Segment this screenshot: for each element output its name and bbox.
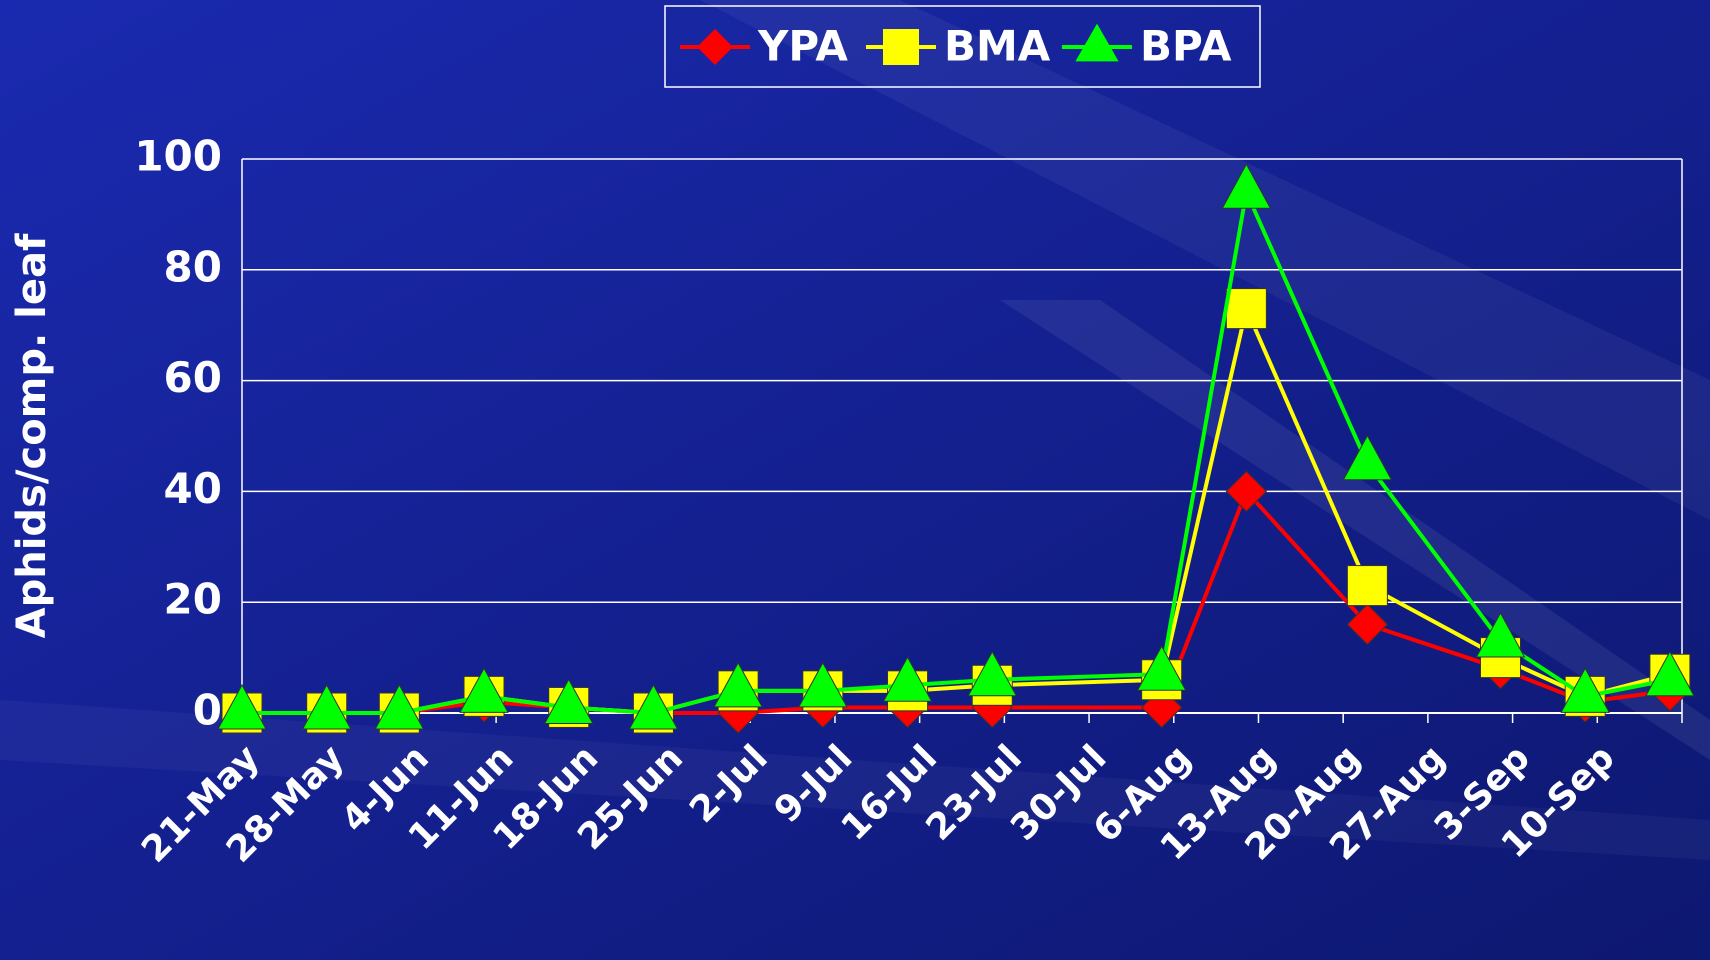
marker: [1560, 667, 1611, 713]
legend-label: BMA: [944, 22, 1051, 71]
series-line: [242, 185, 1671, 716]
y-tick-label: 100: [134, 132, 222, 181]
marker: [217, 683, 267, 730]
marker: [1225, 470, 1268, 513]
marker: [543, 678, 594, 724]
y-tick-label: 80: [164, 242, 222, 291]
marker: [1645, 650, 1695, 697]
marker: [1475, 611, 1526, 658]
background-streak: [700, 0, 1710, 520]
y-tick-label: 40: [164, 464, 222, 513]
background-streak: [0, 700, 1710, 860]
marker: [628, 683, 679, 730]
marker: [797, 661, 848, 708]
y-tick-label: 20: [164, 575, 222, 624]
legend-marker: [697, 29, 733, 65]
y-tick-label: 0: [193, 686, 222, 735]
marker: [1346, 565, 1388, 607]
series-line: [242, 487, 1671, 715]
marker: [1136, 645, 1187, 691]
marker: [713, 661, 763, 708]
legend-marker: [883, 29, 919, 65]
marker: [1346, 603, 1389, 646]
y-tick-label: 60: [164, 353, 222, 402]
legend-marker: [1075, 23, 1119, 62]
y-axis-title: Aphids/comp. leaf: [9, 233, 55, 638]
marker: [967, 650, 1018, 697]
marker: [459, 667, 509, 713]
marker: [882, 656, 933, 702]
marker: [374, 683, 425, 730]
marker: [1221, 163, 1272, 209]
legend-label: BPA: [1140, 22, 1232, 71]
legend-label: YPA: [757, 22, 848, 71]
legend-box: [664, 5, 1261, 88]
marker: [1225, 288, 1267, 330]
background-streak: [1000, 300, 1710, 760]
marker: [1342, 434, 1393, 481]
marker: [301, 683, 352, 730]
